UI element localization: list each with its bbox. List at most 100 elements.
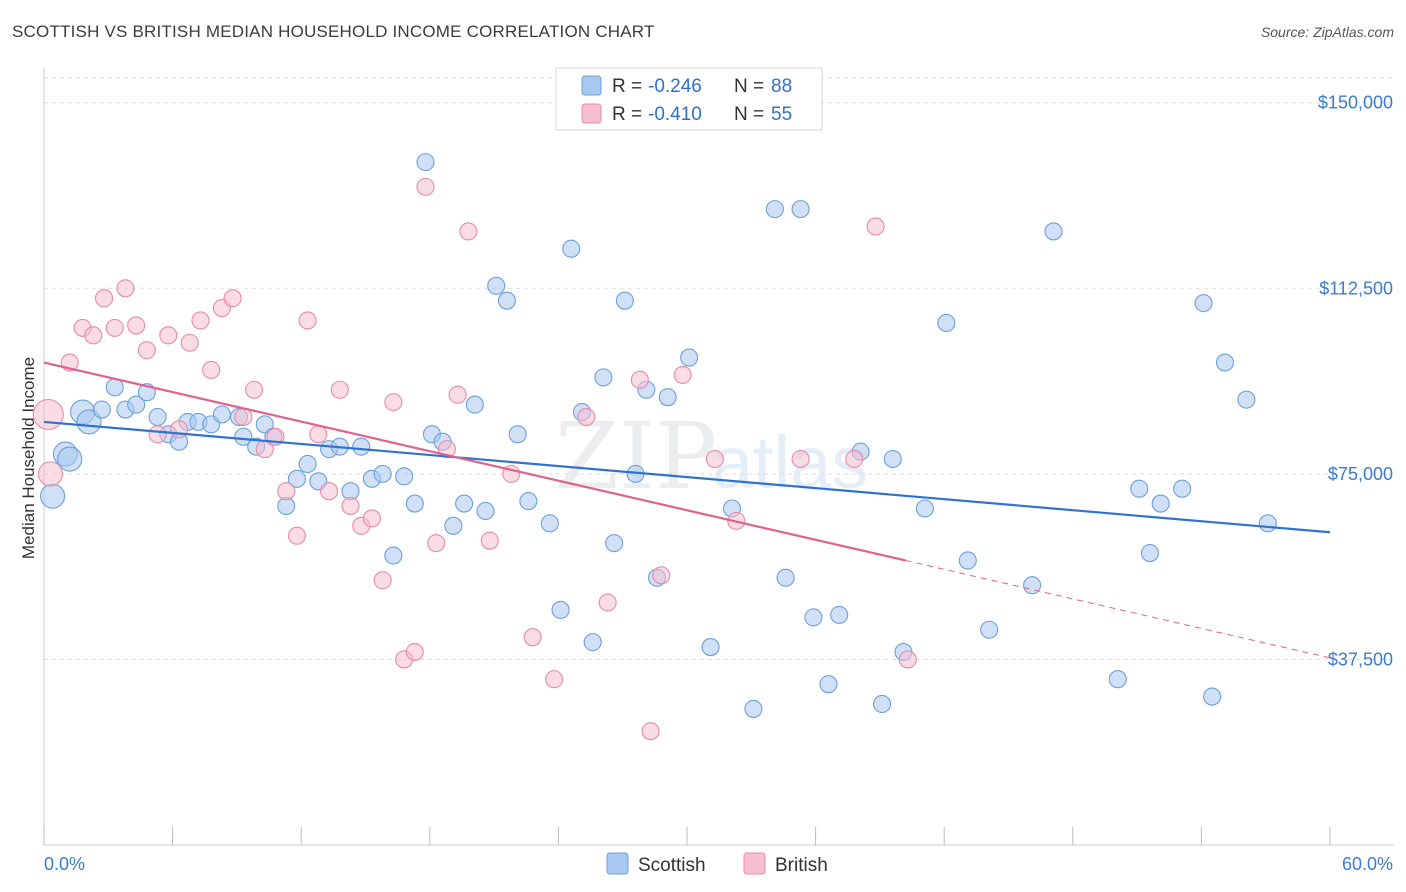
scottish-point xyxy=(465,395,484,414)
y-tick-labels: $37,500 $75,000 $112,500 $150,000 xyxy=(1318,93,1393,670)
x-tick-label-min: 0.0% xyxy=(44,854,85,874)
series-legend: Scottish British xyxy=(606,852,828,876)
british-point xyxy=(298,311,317,330)
british-point xyxy=(459,222,478,241)
british-point xyxy=(37,461,63,487)
scottish-point xyxy=(937,313,956,332)
y-tick-label: $75,000 xyxy=(1328,464,1393,484)
scottish-point xyxy=(1258,514,1277,533)
british-point xyxy=(362,509,381,528)
scottish-point xyxy=(255,415,274,434)
scottish-point xyxy=(594,368,613,387)
scottish-point xyxy=(352,437,371,456)
legend-swatch-scottish xyxy=(581,75,602,96)
british-point xyxy=(577,407,596,427)
legend-r-value-scottish: -0.246 xyxy=(648,76,702,97)
scottish-point xyxy=(551,600,570,620)
scottish-point xyxy=(791,200,810,219)
scottish-point xyxy=(804,608,823,627)
scottish-point xyxy=(1023,576,1042,595)
scottish-point xyxy=(105,378,124,397)
british-point xyxy=(148,425,167,444)
scottish-point xyxy=(701,638,720,657)
scottish-point xyxy=(819,675,838,694)
y-tick-label: $150,000 xyxy=(1318,93,1393,113)
scottish-point xyxy=(455,494,474,513)
scottish-point xyxy=(562,239,581,258)
british-point xyxy=(598,593,617,612)
legend-r-label-scottish: R = xyxy=(612,76,642,97)
british-point xyxy=(427,534,446,553)
y-tick-label: $37,500 xyxy=(1328,649,1393,669)
british-point xyxy=(898,650,917,669)
scottish-point xyxy=(92,400,111,419)
british-point xyxy=(416,177,435,196)
british-point xyxy=(641,722,660,741)
scottish-point xyxy=(298,454,317,474)
scottish-point xyxy=(234,427,253,446)
scottish-point xyxy=(765,200,784,219)
scottish-point xyxy=(405,494,424,513)
british-point xyxy=(523,628,542,647)
scottish-point xyxy=(1044,222,1063,241)
british-trend-line xyxy=(43,361,906,562)
scottish-point xyxy=(1203,687,1222,706)
british-point xyxy=(309,425,328,444)
scottish-point xyxy=(1130,479,1149,498)
british-point xyxy=(127,316,146,335)
scottish-point xyxy=(680,348,699,367)
y-axis-label: Median Household Income xyxy=(19,357,38,559)
british-point xyxy=(287,526,306,545)
bottom-legend-label-scottish: Scottish xyxy=(638,855,706,876)
british-point xyxy=(105,318,124,337)
scottish-point xyxy=(1151,494,1170,513)
scottish-point xyxy=(872,694,892,714)
chart-title: SCOTTISH VS BRITISH MEDIAN HOUSEHOLD INC… xyxy=(12,22,655,41)
scottish-point xyxy=(883,449,902,469)
british-point xyxy=(384,393,403,412)
scottish-point xyxy=(476,501,495,521)
scottish-point xyxy=(444,516,463,535)
scottish-point xyxy=(127,395,146,414)
british-point xyxy=(405,642,424,662)
british-point xyxy=(202,360,221,380)
british-point xyxy=(116,279,135,298)
legend-n-label-scottish: N = xyxy=(734,76,764,97)
scottish-point xyxy=(373,464,392,483)
legend-n-label-british: N = xyxy=(734,104,764,125)
x-ticks xyxy=(43,827,1331,845)
scottish-point xyxy=(1108,670,1127,689)
scottish-point xyxy=(416,153,435,172)
british-point xyxy=(373,571,392,590)
scottish-point xyxy=(1237,390,1256,409)
scottish-point xyxy=(1194,294,1213,313)
british-point xyxy=(480,531,499,550)
bottom-legend-label-british: British xyxy=(775,855,828,876)
scottish-trend-line xyxy=(43,420,1331,534)
scottish-point xyxy=(384,546,403,565)
scottish-point xyxy=(519,492,538,511)
british-point xyxy=(652,566,671,585)
scottish-points xyxy=(40,153,1277,718)
trend-lines xyxy=(43,361,1331,659)
british-point xyxy=(84,326,103,345)
scottish-point xyxy=(776,568,795,587)
scottish-point xyxy=(915,499,934,518)
y-tick-label: $112,500 xyxy=(1319,278,1393,298)
british-point xyxy=(234,407,253,427)
british-point xyxy=(137,341,156,360)
british-point xyxy=(673,365,692,384)
legend-r-value-british: -0.410 xyxy=(648,104,702,125)
scottish-point xyxy=(958,551,977,570)
scottish-point xyxy=(287,469,306,488)
scottish-point xyxy=(395,467,414,486)
british-point xyxy=(845,449,864,469)
scottish-point xyxy=(980,620,999,639)
british-point xyxy=(330,380,349,399)
correlation-legend: R = -0.246 N = 88 R = -0.410 N = 55 xyxy=(555,67,823,131)
british-trend-extension xyxy=(905,559,1331,659)
british-point xyxy=(630,370,649,389)
british-point xyxy=(159,326,178,345)
british-point xyxy=(320,482,339,501)
